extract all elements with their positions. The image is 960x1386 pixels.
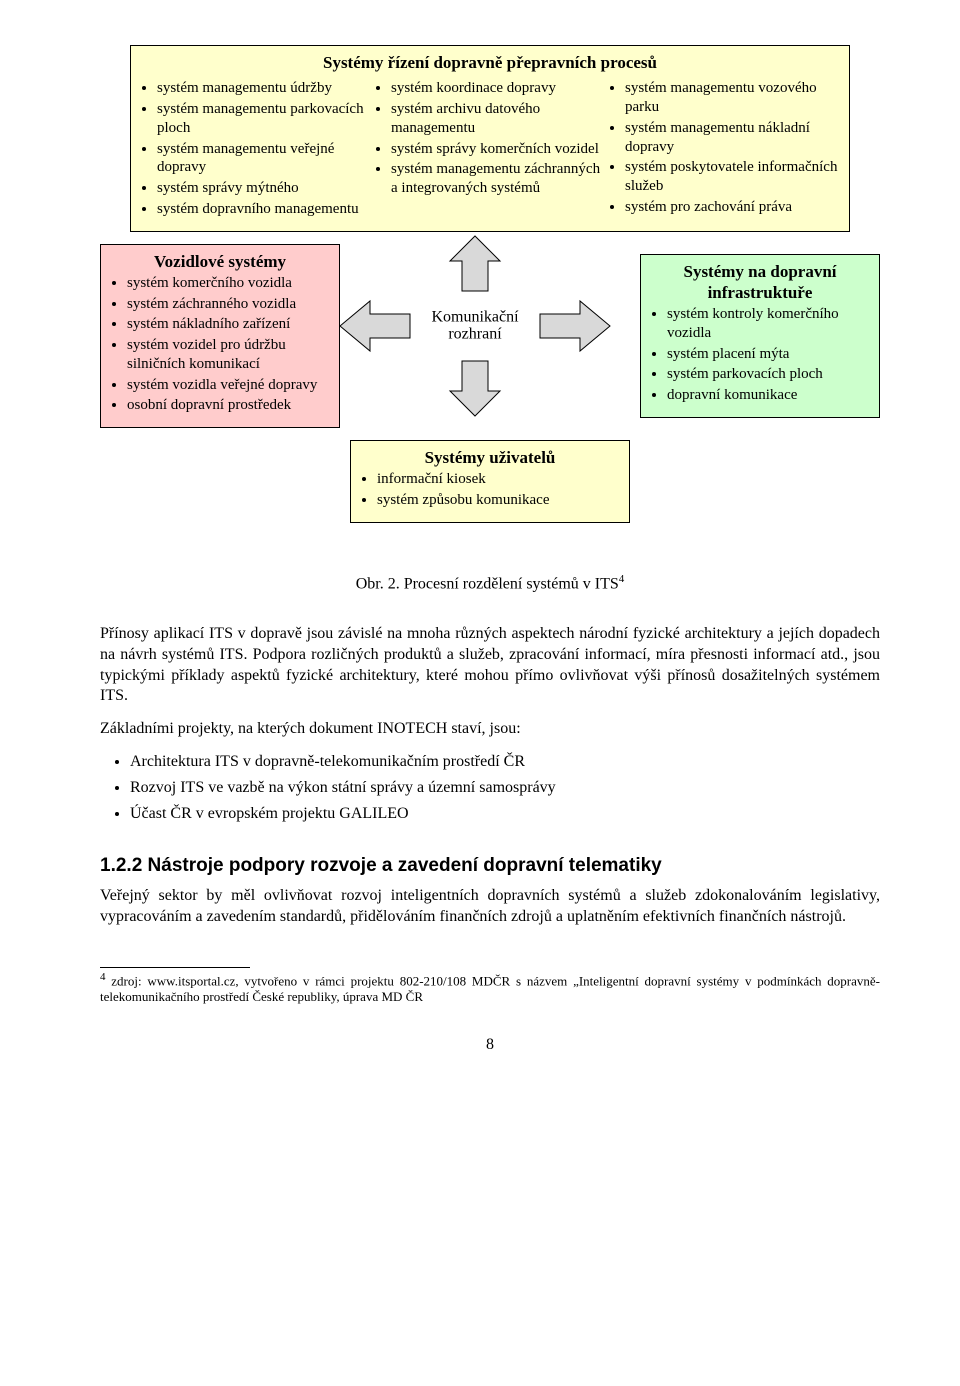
top-columns: systém managementu údržby systém managem… — [141, 77, 839, 220]
list-item: systém vozidla veřejné dopravy — [127, 376, 329, 395]
list-item: Účast ČR v evropském projektu GALILEO — [130, 804, 880, 824]
paragraph-1: Přínosy aplikací ITS v dopravě jsou závi… — [100, 624, 880, 707]
list-item: systém managementu veřejné dopravy — [157, 140, 371, 178]
list-item: systém managementu záchranných a integro… — [391, 160, 605, 198]
left-title: Vozidlové systémy — [111, 251, 329, 272]
list-item: systém koordinace dopravy — [391, 79, 605, 98]
top-systems-box: Systémy řízení dopravně přepravních proc… — [130, 45, 850, 232]
page-number: 8 — [100, 1035, 880, 1055]
list-item: osobní dopravní prostředek — [127, 396, 329, 415]
right-title: Systémy na dopravní infrastruktuře — [651, 261, 869, 304]
caption-sup: 4 — [619, 573, 625, 585]
list-item: systém dopravního managementu — [157, 200, 371, 219]
paragraph-3: Veřejný sektor by měl ovlivňovat rozvoj … — [100, 886, 880, 928]
list-item: systém komerčního vozidla — [127, 274, 329, 293]
center-line1: Komunikační — [431, 308, 518, 325]
list-item: systém managementu údržby — [157, 79, 371, 98]
paragraph-2: Základními projekty, na kterých dokument… — [100, 719, 880, 740]
list-item: systém správy komerčních vozidel — [391, 140, 605, 159]
top-col-1: systém managementu údržby systém managem… — [141, 77, 371, 220]
caption-text: Obr. 2. Procesní rozdělení systémů v ITS — [356, 575, 619, 592]
list-item: systém způsobu komunikace — [377, 491, 619, 510]
list-item: systém vozidel pro údržbu silničních kom… — [127, 336, 329, 374]
list-item: systém záchranného vozidla — [127, 295, 329, 314]
list-item: systém managementu nákladní dopravy — [625, 119, 839, 157]
list-item: systém managementu vozového parku — [625, 79, 839, 117]
top-col-3: systém managementu vozového parku systém… — [609, 77, 839, 220]
list-item: systém parkovacích ploch — [667, 365, 869, 384]
top-col-2: systém koordinace dopravy systém archivu… — [375, 77, 605, 220]
footnote-body: zdroj: www.itsportal.cz, vytvořeno v rám… — [100, 974, 880, 1005]
list-item: systém správy mýtného — [157, 179, 371, 198]
users-title: Systémy uživatelů — [361, 447, 619, 468]
user-systems-box: Systémy uživatelů informační kiosek syst… — [350, 440, 630, 523]
footnote-text: 4 zdroj: www.itsportal.cz, vytvořeno v r… — [100, 971, 880, 1005]
section-heading: 1.2.2 Nástroje podpory rozvoje a zaveden… — [100, 854, 880, 878]
list-item: systém archivu datového managementu — [391, 100, 605, 138]
list-item: Architektura ITS v dopravně-telekomunika… — [130, 752, 880, 772]
center-label: Komunikační rozhraní — [431, 308, 518, 343]
middle-row: Vozidlové systémy systém komerčního vozi… — [100, 244, 880, 429]
figure-caption: Obr. 2. Procesní rozdělení systémů v ITS… — [100, 573, 880, 594]
vehicle-systems-box: Vozidlové systémy systém komerčního vozi… — [100, 244, 340, 429]
list-item: systém kontroly komerčního vozidla — [667, 305, 869, 343]
top-title: Systémy řízení dopravně přepravních proc… — [141, 52, 839, 73]
arrow-diagram: Komunikační rozhraní — [330, 231, 620, 421]
list-item: systém placení mýta — [667, 345, 869, 364]
center-line2: rozhraní — [448, 326, 501, 343]
list-item: Rozvoj ITS ve vazbě na výkon státní sprá… — [130, 778, 880, 798]
list-item: systém pro zachování práva — [625, 198, 839, 217]
list-item: dopravní komunikace — [667, 386, 869, 405]
infrastructure-systems-box: Systémy na dopravní infrastruktuře systé… — [640, 254, 880, 418]
list-item: systém poskytovatele informačních služeb — [625, 158, 839, 196]
list-item: systém nákladního zařízení — [127, 315, 329, 334]
projects-list: Architektura ITS v dopravně-telekomunika… — [130, 752, 880, 824]
list-item: systém managementu parkovacích ploch — [157, 100, 371, 138]
list-item: informační kiosek — [377, 470, 619, 489]
